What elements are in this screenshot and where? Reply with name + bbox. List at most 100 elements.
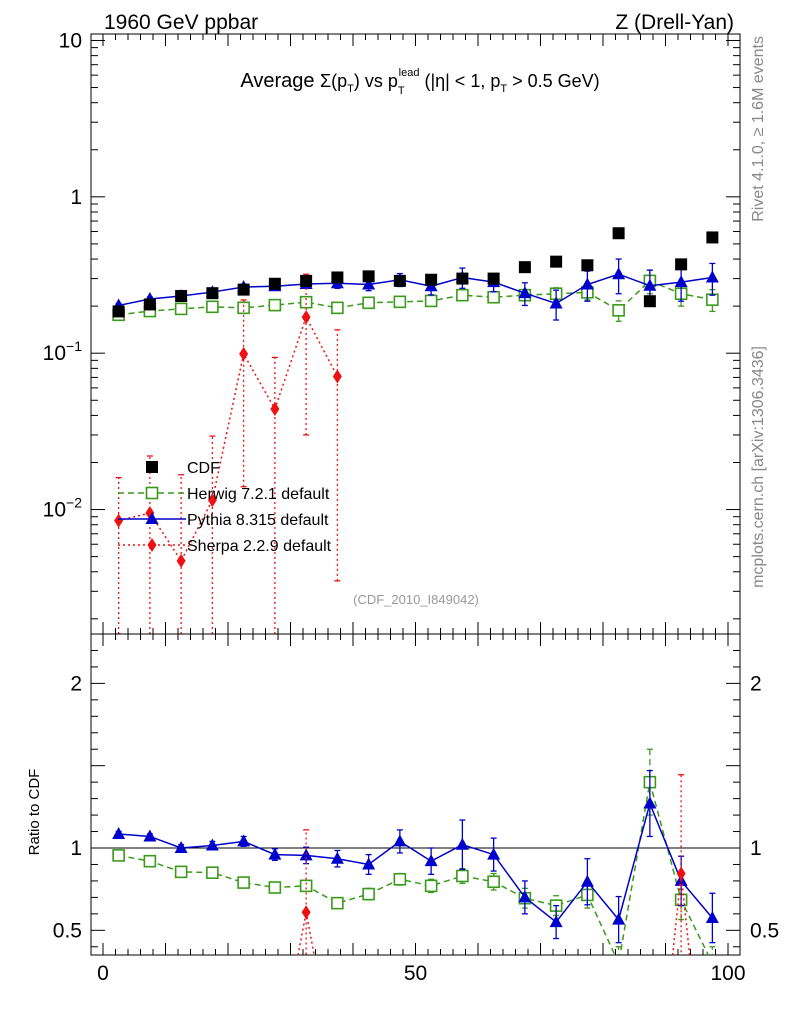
data-point (393, 295, 407, 309)
legend-label: CDF (187, 460, 220, 477)
ratio-series-sherpa-2-2-9-default (297, 774, 691, 955)
upper-plot-area (112, 227, 719, 634)
ratio-data-point (112, 827, 126, 840)
data-point (643, 295, 656, 308)
ratio-data-point (424, 854, 438, 867)
ratio-data-point (676, 866, 686, 881)
ratio-data-point (205, 838, 219, 851)
ratio-data-point (143, 854, 157, 868)
ratio-data-point (643, 796, 657, 809)
data-point (581, 259, 594, 272)
ratio-data-point (455, 837, 469, 850)
y-tick-label: 10 (59, 29, 82, 52)
data-point (112, 305, 125, 318)
ratio-series-pythia-8-315-default (112, 769, 719, 944)
data-point (239, 346, 249, 361)
data-point (114, 513, 124, 528)
series-sherpa-2-2-9-default (114, 273, 342, 634)
ratio-data-point (612, 912, 626, 925)
data-point (705, 270, 719, 283)
ratio-data-point (206, 866, 219, 879)
ratio-data-point (268, 881, 282, 894)
side-source-label: mcplots.cern.ch [arXiv:1306.3436] (750, 346, 767, 588)
ratio-data-point (237, 876, 250, 889)
ratio-series-line (305, 912, 315, 955)
ratio-data-point (330, 851, 344, 864)
ratio-series-line (118, 801, 713, 924)
data-point (706, 231, 719, 244)
legend-marker (146, 461, 158, 473)
ratio-data-point (424, 879, 438, 893)
data-point (549, 296, 563, 309)
ratio-data-point (237, 834, 251, 847)
data-point (207, 493, 217, 508)
legend-marker (145, 512, 159, 524)
data-point (268, 298, 282, 312)
data-point (362, 270, 375, 283)
data-point (237, 283, 250, 296)
data-point (143, 298, 156, 311)
chart-title: Average Σ(pT) vs pTlead (|η| < 1, pT > 0… (240, 67, 599, 97)
legend-label: Herwig 7.2.1 default (187, 486, 330, 503)
data-point (300, 274, 313, 287)
series-pythia-8-315-default (112, 258, 719, 321)
x-tick-label: 50 (404, 962, 427, 985)
data-point (206, 300, 219, 314)
ratio-data-point (301, 905, 311, 920)
data-point (393, 274, 406, 287)
legend-marker (145, 486, 159, 500)
ratio-panel: 0 50 100 2 2 1 1 0.5 0.5 (53, 622, 779, 985)
ratio-data-point (143, 829, 157, 842)
legend-entry: Herwig 7.2.1 default (118, 486, 330, 503)
legend: CDF Herwig 7.2.1 default Pythia 8.315 defa… (118, 460, 332, 555)
legend-label: Sherpa 2.2.9 default (187, 538, 332, 555)
data-point (612, 304, 625, 317)
data-point (362, 296, 375, 310)
ratio-series-line (297, 912, 307, 955)
data-point (331, 271, 344, 284)
data-point (675, 258, 688, 271)
ratio-y-tick-label-right: 1 (750, 837, 762, 860)
ratio-y-tick-label: 1 (70, 837, 82, 860)
data-point (331, 301, 344, 315)
data-point (301, 310, 311, 325)
ratio-frame (90, 633, 741, 956)
ratio-data-point (456, 869, 469, 883)
y-tick-label: 10−2 (43, 495, 83, 522)
upper-panel: 10 1 10−1 10−2 (43, 29, 741, 635)
ratio-series-herwig-7-2-1-default (112, 748, 716, 955)
data-point (456, 272, 469, 285)
data-point (176, 553, 186, 568)
ratio-data-point (268, 847, 282, 860)
data-point (332, 369, 342, 384)
side-version-label: Rivet 4.1.0, ≥ 1.6M events (750, 36, 767, 222)
ratio-data-point (299, 879, 313, 893)
legend-label: Pythia 8.315 default (187, 512, 329, 529)
analysis-id: (CDF_2010_I849042) (353, 592, 479, 607)
ratio-data-point (549, 915, 563, 928)
data-point (612, 267, 626, 280)
ratio-data-point (487, 875, 500, 889)
data-point (174, 302, 188, 316)
ratio-data-point (362, 887, 375, 901)
ratio-y-tick-label: 0.5 (53, 919, 82, 942)
ratio-y-tick-label: 2 (70, 672, 82, 695)
data-point (362, 277, 376, 290)
data-point (237, 301, 250, 315)
ratio-data-point (174, 841, 188, 853)
legend-entry: Sherpa 2.2.9 default (118, 538, 332, 555)
data-point (456, 288, 469, 302)
data-point (206, 287, 219, 300)
ratio-data-point (518, 890, 532, 903)
legend-entry: CDF (146, 460, 220, 477)
data-point (518, 261, 531, 274)
ratio-y-tick-label-right: 0.5 (750, 919, 779, 942)
data-point (487, 272, 500, 285)
data-point (299, 295, 313, 309)
data-point (550, 255, 563, 268)
data-point (612, 227, 625, 240)
y-tick-label: 1 (70, 186, 82, 209)
data-point (518, 286, 532, 299)
data-point (268, 277, 281, 290)
x-tick-label: 0 (97, 962, 109, 985)
